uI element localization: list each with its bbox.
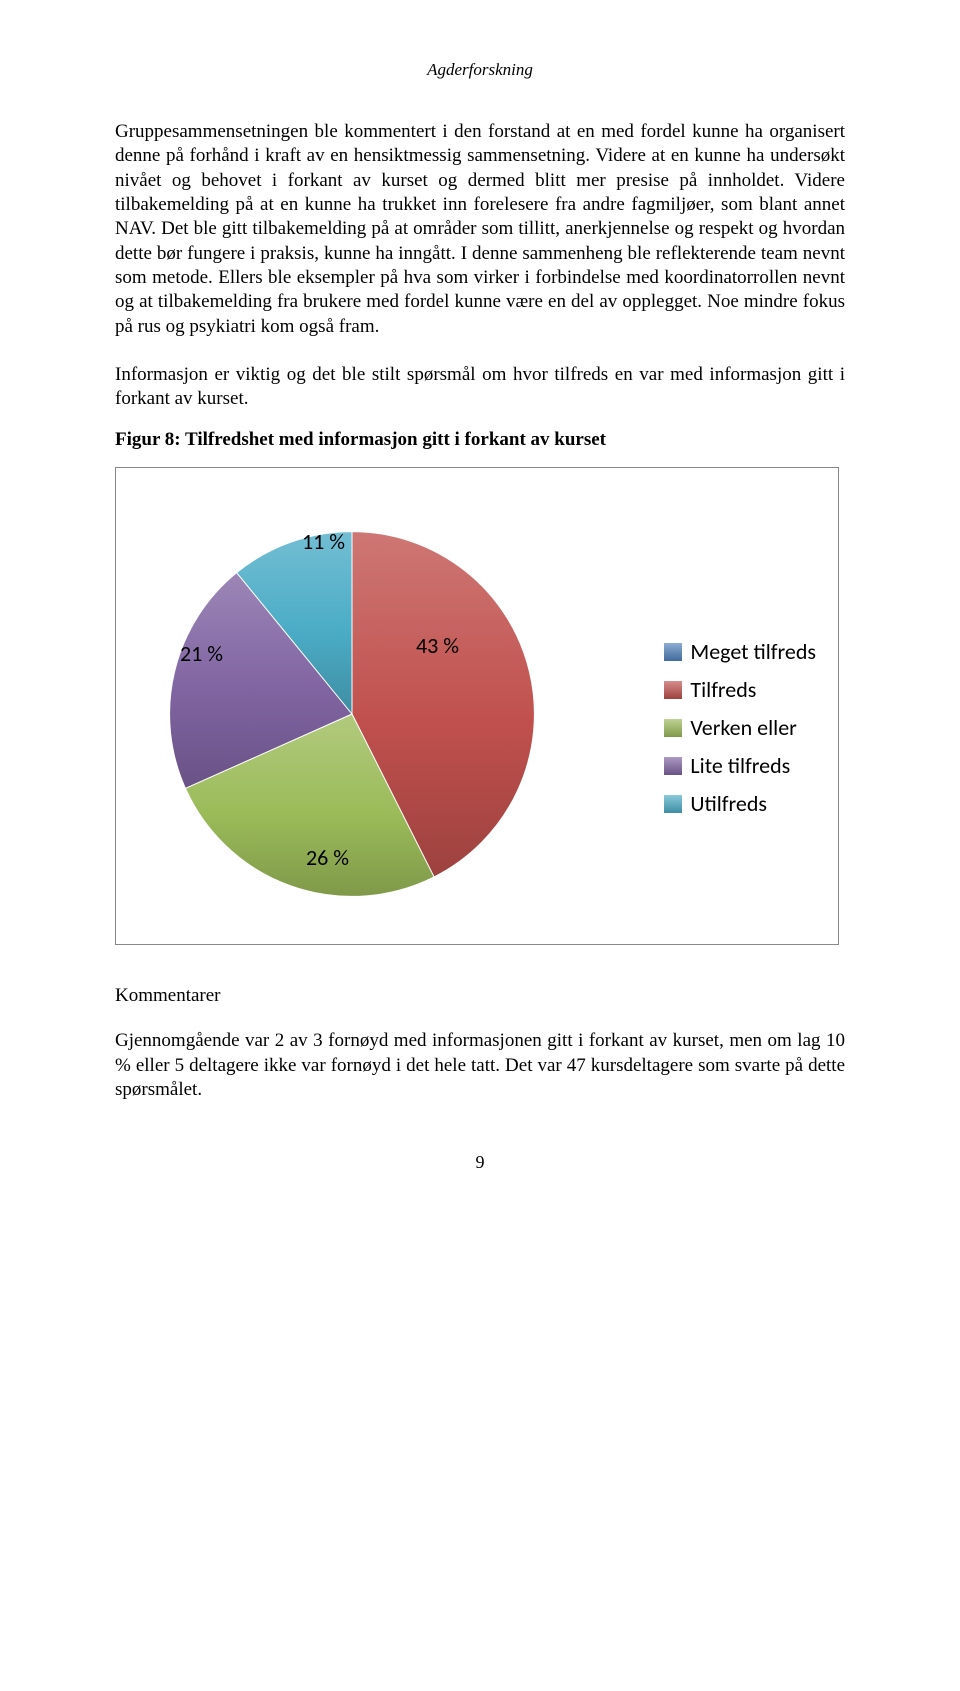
legend-item: Lite tilfreds bbox=[664, 752, 816, 779]
paragraph-1: Gruppesammensetningen ble kommentert i d… bbox=[115, 120, 845, 339]
legend-item: Meget tilfreds bbox=[664, 638, 816, 665]
page-header: Agderforskning bbox=[115, 60, 845, 80]
pie-label-21: 21 % bbox=[180, 640, 223, 667]
legend-item: Verken eller bbox=[664, 714, 816, 741]
page-number: 9 bbox=[115, 1152, 845, 1173]
pie-label-43: 43 % bbox=[416, 632, 459, 659]
comments-heading: Kommentarer bbox=[115, 985, 845, 1007]
figure-title: Figur 8: Tilfredshet med informasjon git… bbox=[115, 429, 845, 451]
legend-label: Meget tilfreds bbox=[690, 638, 816, 665]
paragraph-3: Gjennomgående var 2 av 3 fornøyd med inf… bbox=[115, 1029, 845, 1102]
legend-swatch bbox=[664, 643, 682, 661]
pie-graphic bbox=[160, 522, 544, 906]
pie-label-11: 11 % bbox=[302, 528, 345, 555]
legend-swatch bbox=[664, 681, 682, 699]
pie-chart: Meget tilfreds Tilfreds Verken eller Lite t… bbox=[115, 467, 839, 945]
legend-label: Tilfreds bbox=[690, 676, 756, 703]
legend-item: Tilfreds bbox=[664, 676, 816, 703]
pie-label-26: 26 % bbox=[306, 844, 349, 871]
legend-swatch bbox=[664, 719, 682, 737]
paragraph-2: Informasjon er viktig og det ble stilt s… bbox=[115, 363, 845, 412]
legend-label: Lite tilfreds bbox=[690, 752, 790, 779]
legend-label: Utilfreds bbox=[690, 790, 767, 817]
legend-label: Verken eller bbox=[690, 714, 796, 741]
legend-item: Utilfreds bbox=[664, 790, 816, 817]
pie-svg bbox=[160, 522, 544, 906]
legend-swatch bbox=[664, 795, 682, 813]
chart-legend: Meget tilfreds Tilfreds Verken eller Lite t… bbox=[664, 638, 816, 828]
legend-swatch bbox=[664, 757, 682, 775]
